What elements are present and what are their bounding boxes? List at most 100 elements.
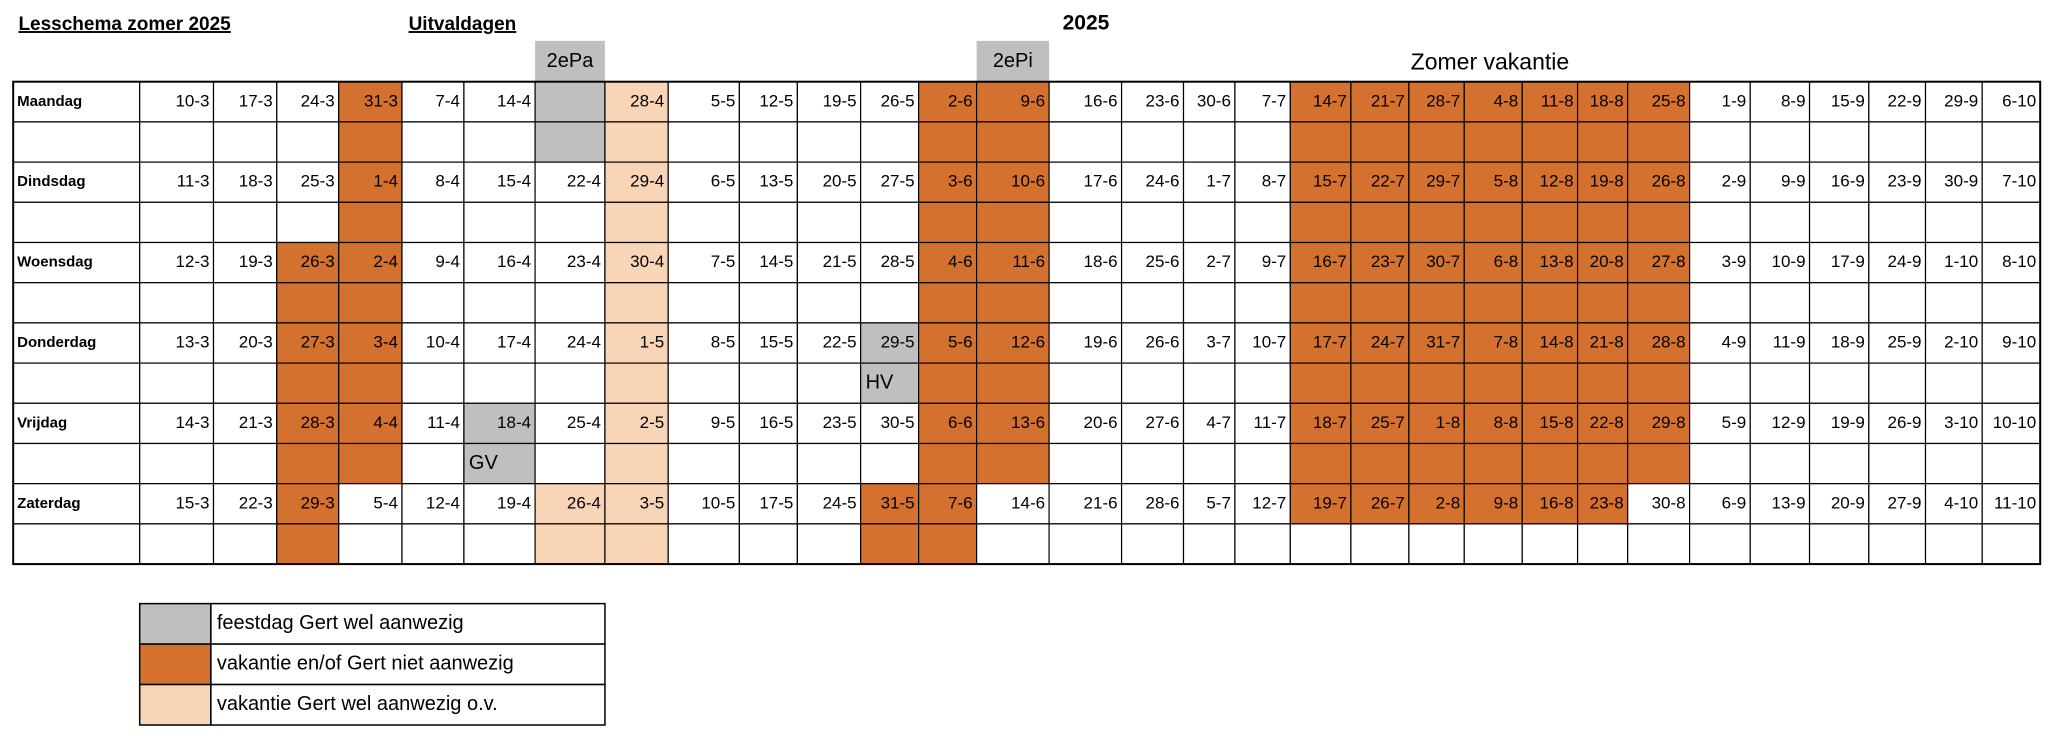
sub-cell [667, 523, 740, 565]
cell-note: HV [866, 371, 894, 393]
date-label: 16-9 [1831, 172, 1865, 191]
date-cell [796, 241, 862, 284]
sub-cell [1924, 362, 1983, 404]
sub-cell [1576, 121, 1629, 163]
sub-cell [1463, 201, 1523, 244]
date-label: 12-4 [426, 493, 460, 512]
date-label: 13-3 [175, 332, 209, 351]
legend-label: vakantie Gert wel aanwezig o.v. [217, 693, 498, 715]
date-cell [1182, 322, 1236, 364]
sub-cell [1924, 282, 1983, 324]
sub-cell [1808, 201, 1870, 244]
sub-cell [1868, 282, 1927, 324]
date-label: 1-7 [1206, 172, 1231, 191]
sub-cell [1408, 201, 1465, 244]
label-cell [12, 201, 141, 244]
date-cell [738, 402, 798, 445]
date-cell [1234, 483, 1291, 525]
column-note-bg [535, 40, 605, 82]
date-cell [604, 402, 669, 445]
date-cell [1182, 161, 1236, 203]
sub-cell [1234, 523, 1291, 565]
date-cell [1689, 161, 1751, 203]
date-label: 24-4 [567, 332, 601, 351]
sub-cell [276, 442, 340, 485]
date-label: 27-6 [1145, 413, 1179, 432]
date-cell [338, 402, 403, 445]
sub-cell [1981, 523, 2041, 565]
sub-cell [975, 442, 1050, 485]
sub-cell [534, 362, 606, 404]
date-label: 8-4 [435, 172, 460, 191]
date-label: 26-8 [1652, 172, 1686, 191]
date-label: 5-8 [1494, 172, 1519, 191]
sub-cell [604, 523, 669, 565]
sub-cell [1408, 282, 1465, 324]
label-cell [12, 282, 141, 324]
sub-cell [667, 282, 740, 324]
sub-cell [860, 442, 920, 485]
sub-cell [1234, 121, 1291, 163]
date-cell [1350, 402, 1410, 445]
date-label: 3-6 [948, 172, 973, 191]
date-label: 10-5 [701, 493, 735, 512]
date-cell [1463, 402, 1523, 445]
sub-cell [1463, 282, 1523, 324]
date-label: 17-7 [1313, 332, 1347, 351]
date-label: 28-7 [1426, 91, 1460, 110]
date-label: 11-10 [1994, 493, 2036, 512]
date-label: 9-6 [1021, 91, 1046, 110]
date-cell [796, 322, 862, 364]
date-label: 23-6 [1145, 91, 1179, 110]
date-cell [667, 483, 740, 525]
date-cell [918, 81, 978, 123]
legend-swatch [138, 643, 212, 686]
sub-cell [1749, 523, 1811, 565]
date-label: 18-9 [1831, 332, 1865, 351]
sub-cell [212, 282, 278, 324]
column-note: 2ePa [547, 50, 595, 72]
date-label: 21-5 [823, 252, 857, 271]
date-label: 24-5 [823, 493, 857, 512]
date-label: 16-4 [497, 252, 531, 271]
date-label: 7-5 [711, 252, 736, 271]
date-cell [1408, 161, 1465, 203]
date-label: 12-5 [759, 91, 793, 110]
date-cell [1182, 402, 1236, 445]
sub-cell [860, 523, 920, 565]
date-cell [401, 81, 465, 123]
date-label: 28-5 [881, 252, 915, 271]
date-cell [1289, 161, 1352, 203]
date-label: 20-5 [823, 172, 857, 191]
date-cell [1868, 241, 1927, 284]
sub-cell [1408, 362, 1465, 404]
date-label: 25-6 [1145, 252, 1179, 271]
sub-cell [796, 362, 862, 404]
date-label: 2-7 [1206, 252, 1231, 271]
sub-cell [1868, 121, 1927, 163]
sub-cell [1182, 362, 1236, 404]
legend-label: feestdag Gert wel aanwezig [217, 612, 464, 634]
day-label: Dindsdag [17, 173, 85, 190]
date-cell [534, 241, 606, 284]
sub-cell [338, 442, 403, 485]
date-label: 15-9 [1831, 91, 1865, 110]
date-cell [212, 241, 278, 284]
date-label: 3-10 [1944, 413, 1978, 432]
date-cell [1521, 81, 1579, 123]
date-cell [1924, 483, 1983, 525]
sub-cell [1234, 442, 1291, 485]
date-cell [1868, 161, 1927, 203]
sub-cell [463, 362, 536, 404]
sub-cell [1749, 282, 1811, 324]
date-label: 27-5 [881, 172, 915, 191]
sub-cell [534, 442, 606, 485]
sub-cell [1808, 523, 1870, 565]
sub-cell [1808, 442, 1870, 485]
date-label: 2-5 [640, 413, 665, 432]
sub-cell [1521, 121, 1579, 163]
date-label: 3-5 [640, 493, 665, 512]
sub-cell [401, 362, 465, 404]
date-cell [1576, 241, 1629, 284]
date-label: 5-6 [948, 332, 973, 351]
